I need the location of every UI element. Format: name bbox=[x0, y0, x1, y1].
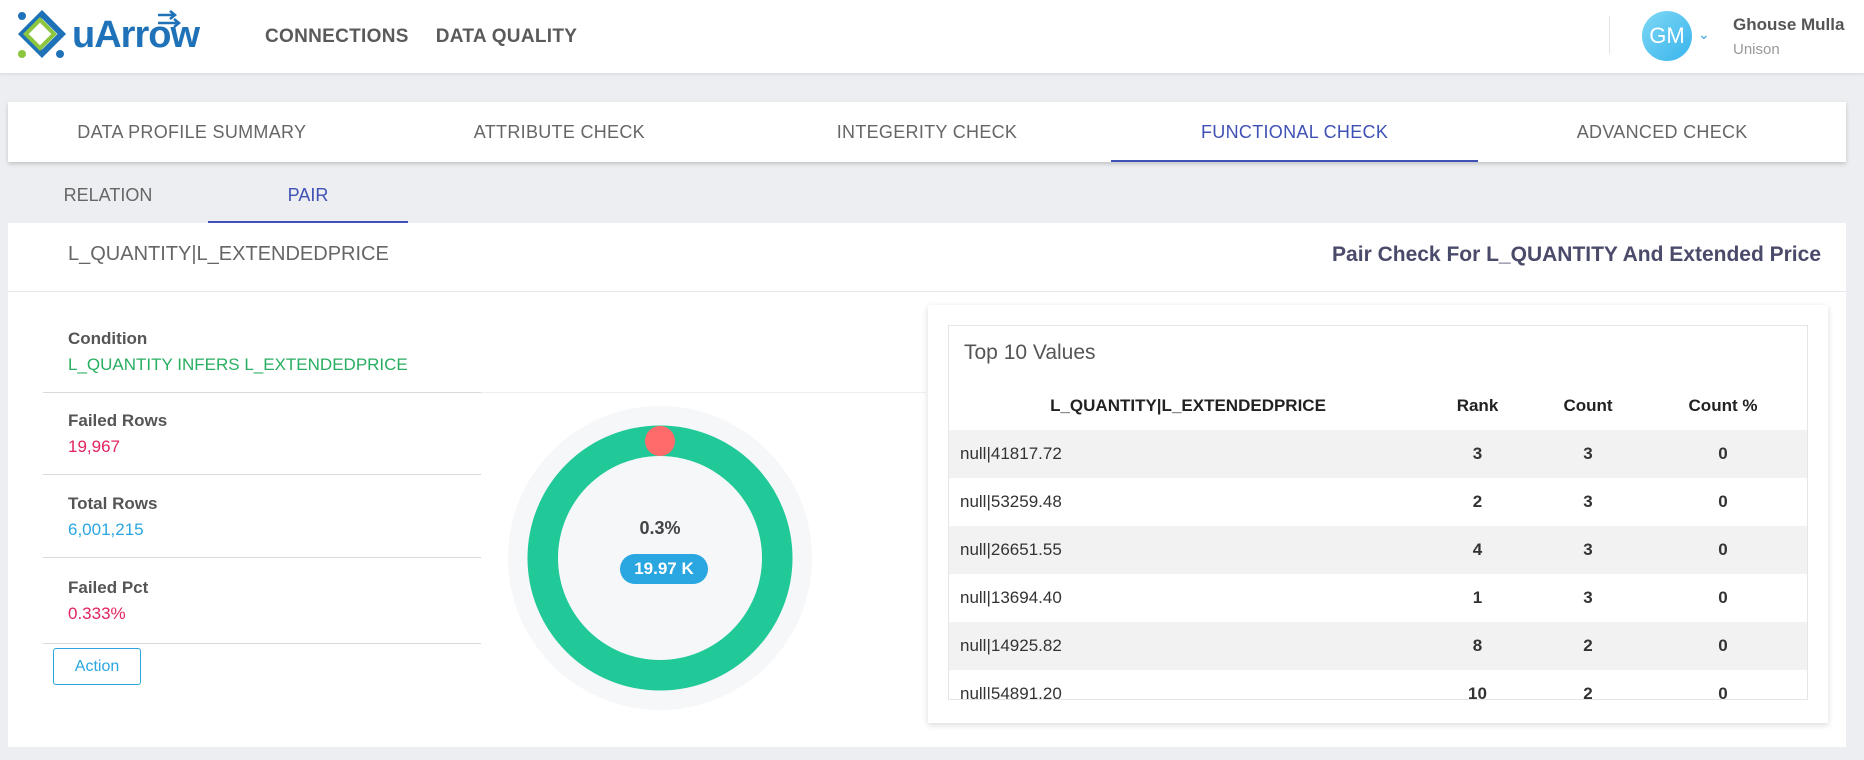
tab-attribute-check[interactable]: ATTRIBUTE CHECK bbox=[473, 121, 645, 142]
top-values-table: Top 10 Values L_QUANTITY|L_EXTENDEDPRICE… bbox=[948, 325, 1808, 700]
donut-count-badge: 19.97 K bbox=[620, 554, 708, 584]
table-row: null|13694.40 1 3 0 bbox=[949, 574, 1807, 622]
condition-block: Condition L_QUANTITY INFERS L_EXTENDEDPR… bbox=[43, 329, 481, 393]
condition-label: Condition bbox=[68, 329, 148, 348]
cell-count-pct: 0 bbox=[1718, 588, 1728, 607]
avatar[interactable]: GM bbox=[1642, 11, 1692, 61]
tab-functional-check[interactable]: FUNCTIONAL CHECK bbox=[1110, 102, 1479, 162]
cell-rank: 3 bbox=[1472, 444, 1483, 463]
cell-pair: null|14925.82 bbox=[960, 636, 1062, 655]
divider bbox=[481, 392, 926, 393]
logo-arrow-icon bbox=[158, 10, 182, 28]
failed-rows-donut: 0.3% 19.97 K bbox=[505, 403, 815, 713]
cell-rank: 2 bbox=[1472, 492, 1483, 511]
nav-connections[interactable]: CONNECTIONS bbox=[265, 26, 409, 47]
cell-rank: 1 bbox=[1472, 588, 1483, 607]
failed-pct-block: Failed Pct 0.333% bbox=[43, 578, 481, 644]
column-header-rank[interactable]: Rank bbox=[1456, 396, 1499, 415]
table-body[interactable]: null|41817.72 3 3 0 null|53259.48 2 3 0 … bbox=[949, 430, 1807, 700]
cell-count-pct: 0 bbox=[1718, 540, 1728, 559]
cell-count: 3 bbox=[1583, 540, 1593, 559]
cell-count: 3 bbox=[1583, 492, 1593, 511]
donut-failed-segment bbox=[645, 426, 675, 456]
failed-pct-value: 0.333% bbox=[68, 604, 126, 623]
cell-count: 2 bbox=[1583, 684, 1593, 700]
nav-data-quality[interactable]: DATA QUALITY bbox=[435, 26, 578, 47]
failed-rows-label: Failed Rows bbox=[68, 411, 168, 430]
uarrow-logo[interactable]: uArrow bbox=[16, 9, 200, 64]
failed-rows-block: Failed Rows 19,967 bbox=[43, 411, 481, 475]
cell-count-pct: 0 bbox=[1718, 636, 1728, 655]
table-row: null|53259.48 2 3 0 bbox=[949, 478, 1807, 526]
cell-count-pct: 0 bbox=[1718, 684, 1728, 700]
subtab-relation[interactable]: RELATION bbox=[63, 185, 153, 205]
failed-rows-value: 19,967 bbox=[68, 437, 120, 456]
total-rows-value: 6,001,215 bbox=[68, 520, 144, 539]
cell-count-pct: 0 bbox=[1718, 444, 1728, 463]
logo-wordmark: uArrow bbox=[72, 14, 200, 56]
column-header-count-pct[interactable]: Count % bbox=[1688, 396, 1758, 415]
cell-count-pct: 0 bbox=[1718, 492, 1728, 511]
cell-count: 3 bbox=[1583, 444, 1593, 463]
total-rows-label: Total Rows bbox=[68, 494, 158, 513]
action-button[interactable]: Action bbox=[53, 648, 141, 685]
failed-pct-label: Failed Pct bbox=[68, 578, 149, 597]
top-navbar: uArrow CONNECTIONS DATA QUALITY GM ⌄ Gho… bbox=[0, 0, 1864, 74]
column-header-count[interactable]: Count bbox=[1563, 396, 1613, 415]
cell-pair: null|53259.48 bbox=[960, 492, 1062, 511]
cell-pair: null|54891.20 bbox=[960, 684, 1062, 700]
cell-count: 2 bbox=[1583, 636, 1593, 655]
table-row: null|26651.55 4 3 0 bbox=[949, 526, 1807, 574]
cell-pair: null|26651.55 bbox=[960, 540, 1062, 559]
condition-value: L_QUANTITY INFERS L_EXTENDEDPRICE bbox=[68, 355, 408, 374]
logo-mark-icon bbox=[17, 9, 67, 59]
top-values-title: Top 10 Values bbox=[964, 341, 1096, 364]
tab-advanced-check[interactable]: ADVANCED CHECK bbox=[1576, 121, 1748, 142]
total-rows-block: Total Rows 6,001,215 bbox=[43, 494, 481, 558]
tab-integrity-check[interactable]: INTEGERITY CHECK bbox=[836, 121, 1018, 142]
user-name[interactable]: Ghouse Mulla bbox=[1733, 15, 1845, 34]
tab-data-profile-summary[interactable]: DATA PROFILE SUMMARY bbox=[77, 121, 307, 142]
table-row: null|54891.20 10 2 0 bbox=[949, 670, 1807, 700]
panel-header: L_QUANTITY|L_EXTENDEDPRICE Pair Check Fo… bbox=[8, 223, 1846, 292]
cell-rank: 8 bbox=[1472, 636, 1483, 655]
check-tabs: DATA PROFILE SUMMARY ATTRIBUTE CHECK INT… bbox=[8, 102, 1846, 162]
subtab-pair[interactable]: PAIR bbox=[208, 168, 408, 223]
cell-pair: null|41817.72 bbox=[960, 444, 1062, 463]
divider bbox=[43, 392, 481, 393]
cell-pair: null|13694.40 bbox=[960, 588, 1062, 607]
donut-center-pct: 0.3% bbox=[639, 518, 681, 538]
cell-count: 3 bbox=[1583, 588, 1593, 607]
nav-divider bbox=[1609, 16, 1610, 54]
table-row: null|14925.82 8 2 0 bbox=[949, 622, 1807, 670]
pair-key: L_QUANTITY|L_EXTENDEDPRICE bbox=[68, 243, 389, 265]
functional-subtabs: RELATION PAIR bbox=[8, 168, 408, 223]
cell-rank: 10 bbox=[1468, 684, 1487, 700]
column-header-pair[interactable]: L_QUANTITY|L_EXTENDEDPRICE bbox=[1050, 396, 1326, 415]
user-org: Unison bbox=[1733, 41, 1780, 58]
table-header: L_QUANTITY|L_EXTENDEDPRICE Rank Count Co… bbox=[949, 386, 1807, 426]
main-nav: CONNECTIONS DATA QUALITY bbox=[265, 26, 577, 48]
chevron-down-icon[interactable]: ⌄ bbox=[1698, 26, 1710, 42]
page-title: Pair Check For L_QUANTITY And Extended P… bbox=[1332, 243, 1821, 266]
top-values-card: Top 10 Values L_QUANTITY|L_EXTENDEDPRICE… bbox=[928, 305, 1828, 723]
table-row: null|41817.72 3 3 0 bbox=[949, 430, 1807, 478]
cell-rank: 4 bbox=[1472, 540, 1483, 559]
pair-check-panel: L_QUANTITY|L_EXTENDEDPRICE Pair Check Fo… bbox=[8, 223, 1846, 747]
